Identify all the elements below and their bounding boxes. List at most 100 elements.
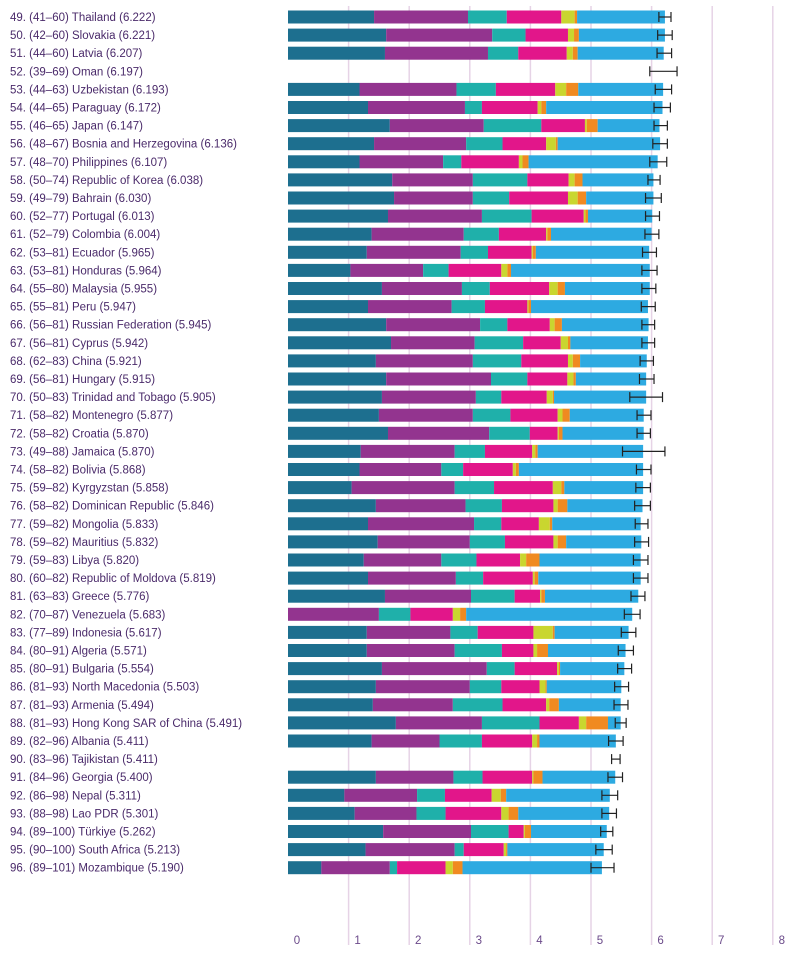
bar-segment-4 — [501, 499, 554, 513]
bar-segment-7 — [586, 191, 654, 205]
bar-segment-7 — [580, 354, 647, 368]
bar-segment-4 — [506, 10, 562, 24]
bar-segment-2 — [386, 372, 492, 386]
row-label: 66. (56–81) Russian Federation (5.945) — [10, 320, 212, 332]
bar-segment-4 — [410, 607, 453, 621]
bar-segment-3 — [489, 426, 530, 440]
row-label: 81. (63–83) Greece (5.776) — [10, 591, 150, 603]
bar-segment-4 — [444, 788, 492, 802]
bar-segment-1 — [288, 770, 376, 784]
bar-segment-1 — [288, 553, 364, 567]
bar-segment-7 — [554, 625, 629, 639]
bar-segment-5 — [584, 119, 587, 133]
bar-segment-7 — [531, 825, 607, 838]
row-label: 96. (89–101) Mozambique (5.190) — [10, 863, 184, 875]
bar-segment-7 — [547, 644, 626, 657]
row-label: 77. (59–82) Mongolia (5.833) — [10, 519, 158, 531]
bar-segment-2 — [321, 861, 390, 875]
row-label: 54. (44–65) Paraguay (6.172) — [10, 103, 161, 115]
row-label: 94. (89–100) Türkiye (5.262) — [10, 827, 156, 839]
bar-segment-5 — [567, 191, 578, 205]
bar-segment-2 — [372, 698, 453, 712]
bar-segment-2 — [384, 46, 488, 60]
bar-segment-5 — [538, 517, 550, 531]
bar-segment-5 — [512, 463, 516, 476]
bar-segment-2 — [371, 734, 440, 748]
bar-segment-4 — [495, 82, 556, 96]
bar-segment-7 — [535, 245, 650, 259]
bar-segment-3 — [454, 444, 485, 458]
bar-segment-4 — [448, 263, 502, 277]
bar-segment-1 — [288, 571, 368, 585]
bar-segment-3 — [441, 463, 464, 476]
bar-segment-6 — [532, 245, 536, 259]
bar-segment-7 — [518, 463, 644, 476]
bar-segment-6 — [561, 481, 565, 495]
bar-segment-5 — [553, 499, 558, 513]
bar-segment-6 — [552, 390, 555, 404]
bar-segment-1 — [288, 698, 373, 712]
bar-segment-1 — [288, 300, 368, 314]
bar-segment-5 — [553, 535, 558, 549]
x-tick-label: 0 — [294, 935, 300, 947]
x-tick-label: 3 — [476, 935, 482, 947]
bar-segment-2 — [350, 263, 424, 277]
bar-segment-2 — [375, 354, 473, 368]
bar-segment-3 — [472, 408, 511, 422]
bar-segment-4 — [487, 245, 532, 259]
bar-segment-1 — [288, 426, 388, 440]
bar-segment-2 — [377, 535, 470, 549]
bar-segment-2 — [386, 318, 481, 332]
bar-segment-5 — [583, 209, 586, 223]
bar-segment-4 — [501, 390, 547, 404]
bar-segment-7 — [577, 10, 665, 24]
bar-segment-7 — [561, 318, 649, 332]
bar-segment-6 — [545, 680, 547, 694]
bar-segment-2 — [387, 426, 490, 440]
row-label: 50. (42–60) Slovakia (6.221) — [10, 30, 155, 42]
bar-segment-6 — [558, 662, 561, 676]
x-tick-label: 5 — [597, 935, 603, 947]
bar-segment-6 — [585, 209, 588, 223]
x-tick-label: 6 — [657, 935, 663, 947]
bar-segment-2 — [363, 553, 442, 567]
bar-segment-5 — [546, 137, 556, 151]
row-label: 52. (39–69) Oman (6.197) — [10, 66, 143, 78]
bar-segment-2 — [365, 843, 455, 857]
bar-segment-7 — [544, 589, 639, 603]
bar-segment-5 — [567, 372, 574, 386]
row-label: 80. (60–82) Republic of Moldova (5.819) — [10, 573, 216, 585]
bar-segment-1 — [288, 444, 361, 458]
bar-segment-6 — [507, 263, 512, 277]
bar-segment-4 — [508, 825, 524, 838]
row-label: 74. (58–82) Bolivia (5.868) — [10, 465, 146, 477]
bar-segment-5 — [520, 553, 527, 567]
row-label: 84. (80–91) Algeria (5.571) — [10, 646, 147, 658]
bar-segment-2 — [344, 788, 418, 802]
bar-segment-7 — [518, 806, 610, 820]
row-label: 90. (83–96) Tajikistan (5.411) — [10, 754, 158, 766]
x-tick-label: 2 — [415, 935, 421, 947]
bar-segment-1 — [288, 481, 352, 495]
bar-segment-3 — [474, 336, 524, 350]
bar-segment-4 — [502, 698, 547, 712]
bar-segment-7 — [551, 227, 652, 241]
bar-segment-5 — [546, 227, 548, 241]
bar-segment-7 — [577, 46, 664, 60]
bar-segment-7 — [587, 209, 653, 223]
bar-segment-5 — [546, 390, 553, 404]
bar-segment-2 — [378, 408, 473, 422]
bar-segment-6 — [552, 625, 555, 639]
bar-segment-6 — [535, 444, 538, 458]
bar-segment-3 — [423, 263, 449, 277]
bar-segment-2 — [366, 245, 461, 259]
bar-segment-6 — [534, 571, 539, 585]
bar-segment-7 — [578, 28, 665, 42]
bar-segment-5 — [555, 82, 567, 96]
bar-segment-4 — [501, 517, 539, 531]
bar-segment-5 — [578, 716, 587, 730]
bar-segment-5 — [533, 644, 538, 657]
bar-segment-3 — [389, 861, 398, 875]
